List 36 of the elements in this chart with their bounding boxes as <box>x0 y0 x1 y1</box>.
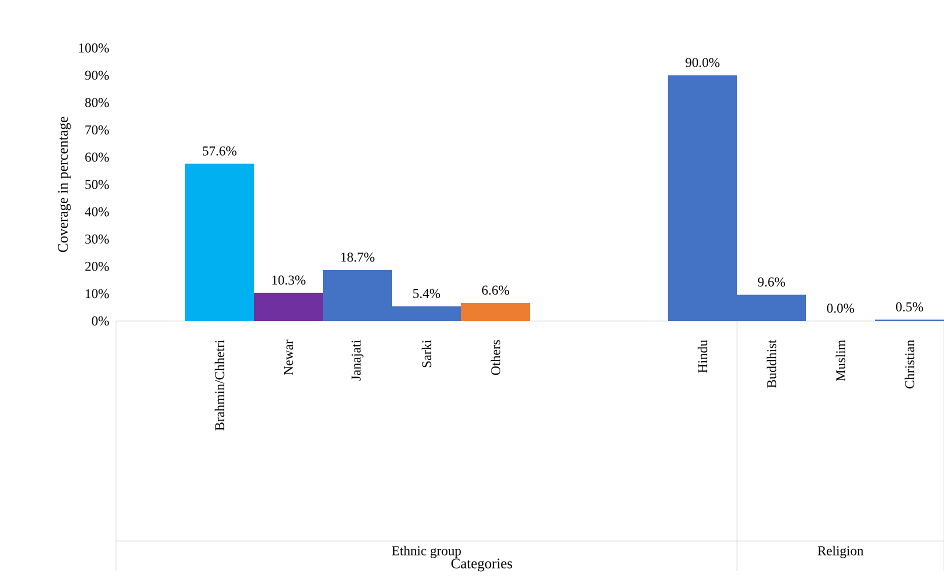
y-tick-label: 70% <box>86 125 109 134</box>
x-tick-label: Brahmin/Chhetri <box>214 340 224 430</box>
bar <box>461 302 530 321</box>
x-tick-label: Hindu <box>698 340 708 373</box>
data-label: 0.0% <box>827 304 854 313</box>
data-label: 18.7% <box>341 252 374 262</box>
bar <box>185 164 254 321</box>
y-tick-label: 20% <box>85 262 109 271</box>
data-label: 9.6% <box>758 277 786 287</box>
bar <box>254 292 324 321</box>
y-tick-label: 50% <box>85 180 109 190</box>
y-tick-label: 90% <box>85 70 109 80</box>
text: Categories <box>451 558 512 572</box>
y-tick-label: 60% <box>85 152 109 162</box>
x-tick-label: Buddhist <box>766 340 776 388</box>
text: Religion <box>818 546 864 558</box>
data-label: 57.6% <box>202 146 236 156</box>
y-tick-label: 0% <box>92 316 109 326</box>
x-tick-label: Sarki <box>422 340 432 368</box>
data-label: 6.6% <box>482 286 510 295</box>
y-tick-label: 30% <box>85 234 109 244</box>
x-tick-label: Muslim <box>836 340 846 382</box>
y-tick-label: 80% <box>85 98 109 108</box>
y-tick-label: 40% <box>84 207 109 216</box>
y-axis-title: Coverage in percentage <box>58 116 71 252</box>
data-label: 0.5% <box>896 302 924 312</box>
text: Ethnic group <box>392 546 461 558</box>
y-tick-label: 100% <box>79 43 109 53</box>
y-tick-label: 10% <box>86 289 109 298</box>
x-tick-label: Newar <box>284 340 293 376</box>
data-label: 5.4% <box>413 288 440 298</box>
x-tick-label: Christian <box>904 340 914 388</box>
x-tick-label: Others <box>490 340 500 375</box>
x-tick-label: Janajati <box>352 340 364 380</box>
data-label: 10.3% <box>272 276 306 285</box>
data-label: 90.0% <box>686 58 720 68</box>
